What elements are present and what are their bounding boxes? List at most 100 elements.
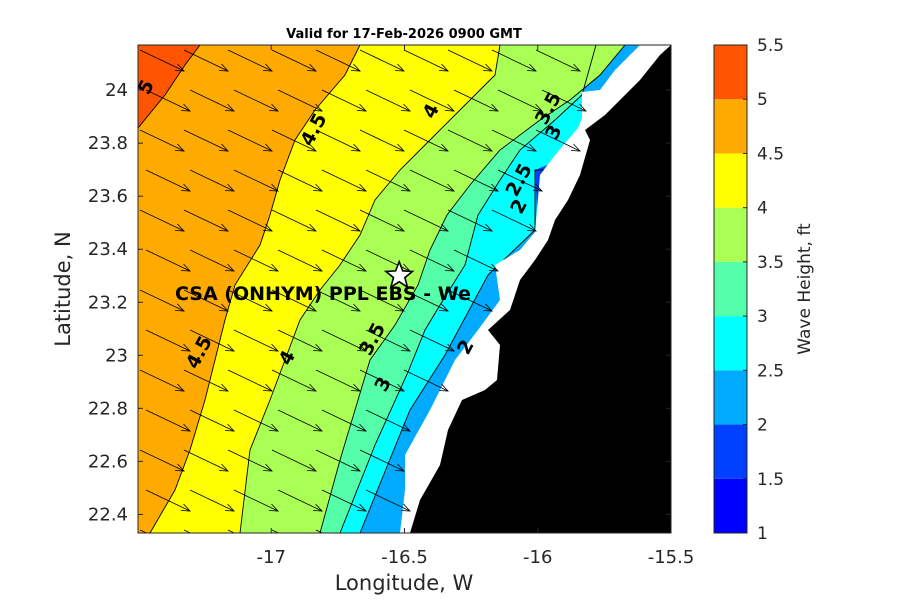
direction-arrowhead [268, 263, 279, 272]
direction-arrowhead [174, 223, 185, 232]
direction-arrow [189, 249, 235, 272]
direction-arrowhead [307, 544, 316, 551]
direction-arrowhead [218, 383, 229, 392]
contour-3.5 [319, 45, 626, 533]
colorbar-tick-label: 3 [757, 307, 768, 327]
direction-arrow [365, 409, 411, 432]
direction-arrow [321, 249, 367, 272]
y-axis-label: Latitude, N [51, 231, 75, 347]
colorbar-tick-label: 3.5 [757, 253, 784, 273]
band-4.5-5 [138, 45, 360, 533]
direction-arrowhead [400, 183, 411, 192]
direction-arrowhead [180, 103, 191, 112]
direction-arrowhead [350, 63, 361, 72]
direction-arrowhead [356, 503, 367, 512]
direction-arrow [233, 329, 279, 352]
direction-arrowhead [306, 143, 317, 152]
y-tick-label: 22.8 [88, 398, 128, 419]
direction-arrow [409, 249, 455, 272]
direction-arrow [139, 129, 185, 152]
direction-arrow [409, 89, 455, 112]
direction-arrow [277, 329, 323, 352]
direction-arrow [359, 129, 405, 152]
direction-arrowhead [174, 463, 185, 472]
colorbar-tick-label: 4.5 [757, 144, 784, 164]
direction-arrow [403, 369, 449, 392]
direction-arrowhead [350, 303, 361, 312]
direction-arrowhead [262, 463, 273, 472]
direction-arrowhead [482, 143, 493, 152]
direction-arrow [277, 489, 323, 512]
direction-arrow [453, 89, 499, 112]
colorbar-frame [713, 44, 748, 534]
y-tick-label: 22.4 [88, 504, 128, 525]
direction-arrow [189, 489, 235, 512]
direction-arrowhead [312, 183, 323, 192]
direction-arrowhead [350, 223, 361, 232]
direction-arrow [227, 449, 273, 472]
direction-arrowhead [570, 63, 581, 72]
direction-arrow [145, 489, 191, 512]
direction-arrowhead [350, 143, 361, 152]
colorbar-swatch [714, 99, 747, 154]
direction-arrowhead [394, 463, 405, 472]
direction-arrow [183, 129, 229, 152]
direction-arrowhead [218, 303, 229, 312]
star-icon [383, 259, 415, 289]
direction-arrow [315, 449, 361, 472]
direction-arrow [227, 209, 273, 232]
direction-arrow [365, 329, 411, 352]
direction-arrowhead [224, 263, 235, 272]
y-tick-label: 23.2 [88, 292, 128, 313]
direction-arrow [453, 249, 499, 272]
direction-arrowhead [438, 223, 449, 232]
colorbar-swatch [714, 424, 747, 479]
colorbar-tick-label: 2 [757, 416, 768, 436]
direction-arrowhead [444, 103, 455, 112]
direction-arrow [321, 489, 367, 512]
direction-arrowhead [180, 343, 191, 352]
direction-arrowhead [438, 63, 449, 72]
direction-arrowhead [268, 103, 279, 112]
direction-arrowhead [351, 544, 360, 551]
direction-arrowhead [306, 383, 317, 392]
direction-arrow [189, 169, 235, 192]
direction-arrow [145, 169, 191, 192]
direction-arrow [277, 89, 323, 112]
y-tick-label: 22.6 [88, 451, 128, 472]
direction-arrowhead [268, 343, 279, 352]
direction-arrow [403, 289, 449, 312]
direction-arrowhead [438, 383, 449, 392]
direction-arrow [315, 289, 361, 312]
direction-arrowhead [174, 303, 185, 312]
direction-arrowhead [175, 544, 184, 551]
direction-arrowhead [350, 463, 361, 472]
colorbar-swatch [714, 316, 747, 371]
direction-arrowhead [180, 503, 191, 512]
direction-arrow [145, 409, 191, 432]
direction-arrow [145, 329, 191, 352]
direction-arrowhead [356, 343, 367, 352]
y-tick-label: 23.6 [88, 186, 128, 207]
direction-arrow [359, 449, 405, 472]
contour-3 [339, 45, 597, 533]
direction-arrow [271, 369, 317, 392]
x-tick-label: -16.5 [381, 547, 428, 568]
direction-arrow [491, 49, 537, 72]
direction-arrow [447, 129, 493, 152]
direction-arrowhead [394, 303, 405, 312]
direction-arrow [535, 129, 581, 152]
direction-arrowhead [438, 143, 449, 152]
direction-arrowhead [312, 343, 323, 352]
direction-arrow [315, 209, 361, 232]
direction-arrow [277, 249, 323, 272]
direction-arrow [139, 289, 185, 312]
direction-arrow [189, 329, 235, 352]
contour-lines [138, 45, 626, 533]
direction-arrowhead [180, 183, 191, 192]
direction-arrowhead [350, 383, 361, 392]
direction-arrow [139, 449, 185, 472]
direction-arrow [145, 89, 191, 112]
direction-arrowhead [219, 544, 228, 551]
